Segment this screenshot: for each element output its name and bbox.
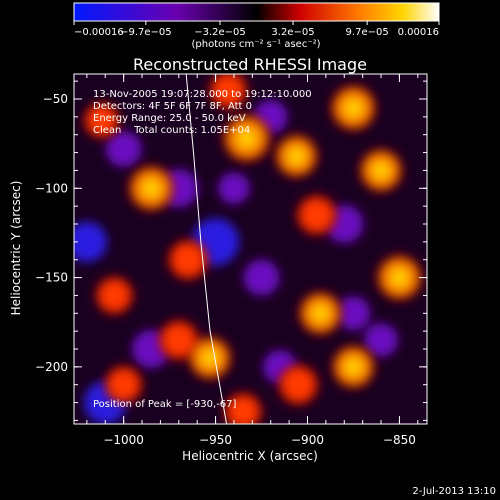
negative-source-blob	[243, 259, 280, 296]
positive-sources	[83, 74, 423, 424]
plot-frame	[73, 73, 428, 425]
positive-source-core	[345, 100, 362, 116]
positive-source-core	[313, 306, 328, 321]
colorbar-tick-label: −0.00016	[74, 27, 124, 38]
energy-range-text: Energy Range: 25.0 - 50.0 keV	[93, 113, 246, 124]
positive-source-core	[238, 130, 255, 147]
positive-source-blob	[214, 75, 243, 105]
negative-source-blob	[105, 131, 142, 167]
positive-source-core	[202, 350, 218, 366]
x-tick-label: −900	[291, 433, 324, 447]
positive-source-blob	[301, 199, 332, 231]
positive-source-blob	[228, 397, 258, 424]
positive-source-core	[143, 180, 159, 196]
colorbar-tick-label: 3.2e−05	[271, 27, 314, 38]
positive-source-blob	[88, 107, 115, 134]
negative-source-blob	[364, 323, 398, 357]
y-tick-label: −50	[43, 92, 68, 106]
footer-timestamp: 2-Jul-2013 13:10	[412, 486, 496, 497]
positive-source-blob	[100, 281, 129, 310]
colorbar-ticks: −0.00016−9.7e−05 −3.2e−05 3.2e−05 9.7e−05 0.…	[73, 21, 440, 38]
solar-limb-line	[185, 74, 228, 424]
colorbar-tick-label: 0.00016	[398, 27, 439, 38]
detectors-text: Detectors: 4F 5F 6F 7F 8F, Att 0	[93, 101, 252, 112]
colorbar-tick-label: 9.7e−05	[346, 27, 389, 38]
positive-source-core	[391, 269, 408, 286]
positive-source-core	[289, 148, 304, 164]
x-axis-label: Heliocentric X (arcsec)	[182, 449, 318, 463]
x-tick-label: −850	[383, 433, 416, 447]
x-tick-label: −1000	[103, 433, 144, 447]
y-tick-label: −200	[35, 360, 68, 374]
colorbar: −0.00016−9.7e−05 −3.2e−05 3.2e−05 9.7e−05 0.…	[73, 2, 440, 50]
y-axis-label: Heliocentric Y (arcsec)	[9, 181, 23, 316]
axis-ticks: −1000 −950 −900 −850 −50 −100 −150 −200	[35, 74, 427, 447]
negative-source-blob	[74, 221, 107, 262]
time-range-text: 13-Nov-2005 19:07:28.000 to 19:12:10.000	[93, 89, 312, 100]
positive-source-blob	[172, 244, 204, 275]
colorbar-tick-label: −3.2e−05	[194, 27, 246, 38]
negative-source-blob	[218, 172, 250, 204]
colorbar-tick-label: −9.7e−05	[120, 27, 172, 38]
colorbar-strip	[73, 2, 440, 22]
colorbar-unit-label: (photons cm⁻² s⁻¹ asec⁻²)	[191, 39, 320, 50]
y-tick-label: −150	[35, 271, 68, 285]
positive-source-core	[373, 163, 389, 178]
positive-source-blob	[283, 369, 314, 400]
x-tick-label: −950	[199, 433, 232, 447]
positive-source-blob	[163, 324, 194, 356]
y-tick-label: −100	[35, 181, 68, 195]
peak-position-text: Position of Peak = [-930,-67]	[93, 399, 237, 410]
heatmap-area	[74, 74, 427, 424]
positive-source-blob	[109, 370, 138, 399]
clean-counts-text: Clean Total counts: 1.05E+04	[93, 125, 250, 136]
positive-source-core	[346, 359, 361, 375]
chart-title: Reconstructed RHESSI Image	[133, 55, 367, 74]
annotation-block: 13-Nov-2005 19:07:28.000 to 19:12:10.000…	[93, 89, 312, 410]
negative-source-blob	[336, 296, 371, 331]
